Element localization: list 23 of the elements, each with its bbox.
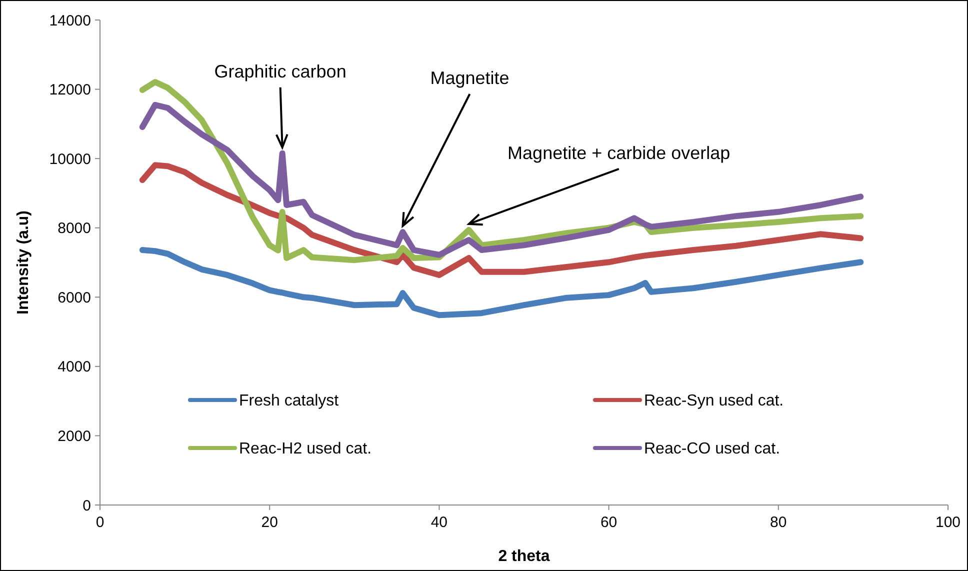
y-tick-label: 0	[82, 497, 91, 514]
y-tick-label: 10000	[49, 150, 91, 168]
y-tick-label: 2000	[58, 428, 91, 445]
x-tick-label: 0	[96, 514, 104, 531]
annotation: Graphitic carbon	[214, 61, 346, 82]
legend-label: Fresh catalyst	[239, 392, 340, 410]
x-axis-title: 2 theta	[498, 548, 550, 565]
annotation: Magnetite + carbide overlap	[508, 142, 730, 163]
y-tick-label: 14000	[49, 12, 91, 30]
x-tick-label: 100	[935, 514, 961, 531]
annotation: Magnetite	[430, 68, 510, 88]
legend-label: Reac-Syn used cat.	[644, 392, 784, 410]
x-tick-label: 40	[430, 514, 448, 531]
y-tick-label: 8000	[58, 220, 91, 238]
legend-label: Reac-CO used cat.	[644, 440, 780, 458]
y-tick-label: 12000	[49, 82, 91, 99]
x-tick-label: 80	[770, 514, 787, 531]
x-tick-label: 60	[600, 514, 618, 531]
x-tick-label: 20	[261, 514, 278, 531]
y-tick-label: 6000	[58, 289, 91, 306]
y-axis-title: Intensity (a.u)	[15, 210, 32, 315]
legend-label: Reac-H2 used cat.	[239, 440, 372, 458]
y-tick-label: 4000	[58, 358, 91, 376]
